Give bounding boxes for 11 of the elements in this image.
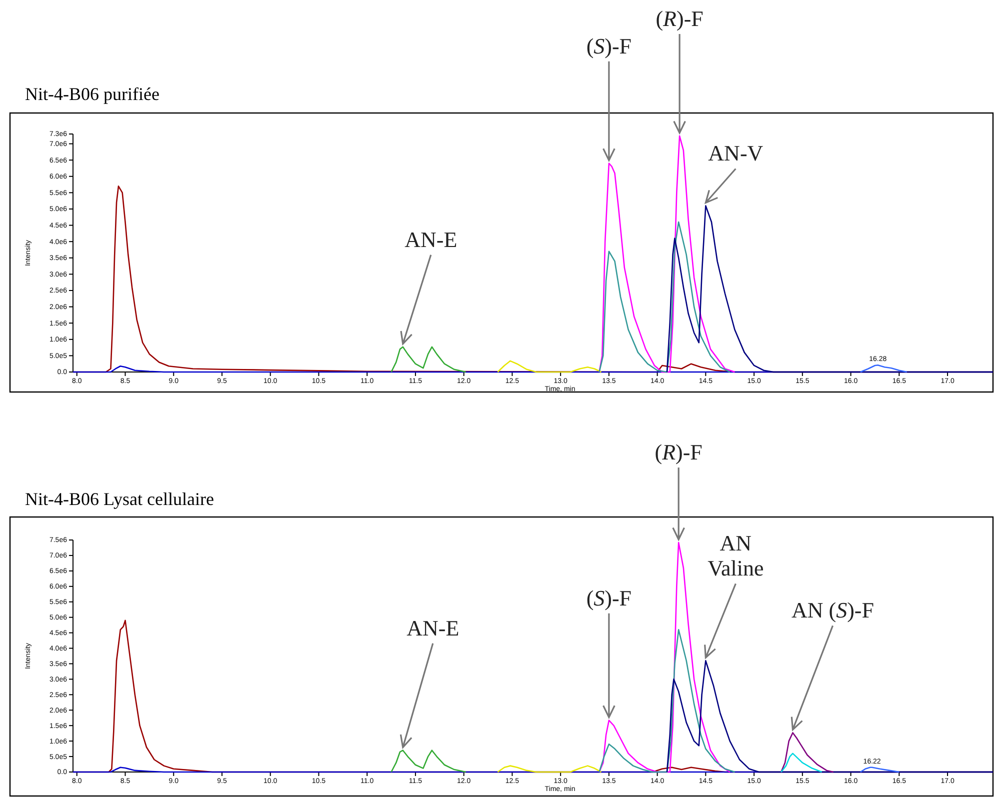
annotation: AN Valine [708, 530, 764, 581]
annotation: AN-E [404, 226, 458, 252]
annotation: AN-E [406, 615, 460, 640]
annotation: AN-V [708, 140, 764, 166]
annotation: (S)-F [586, 33, 632, 58]
annotation: AN (S)-F [792, 598, 874, 623]
chart-title: Nit-4-B06 Lysat cellulaire [25, 489, 214, 509]
chart-title: Nit-4-B06 purifiée [25, 84, 160, 104]
annotation: (R)-F [656, 6, 704, 31]
annotation: (R)-F [654, 439, 702, 464]
annotation: (S)-F [586, 585, 632, 610]
